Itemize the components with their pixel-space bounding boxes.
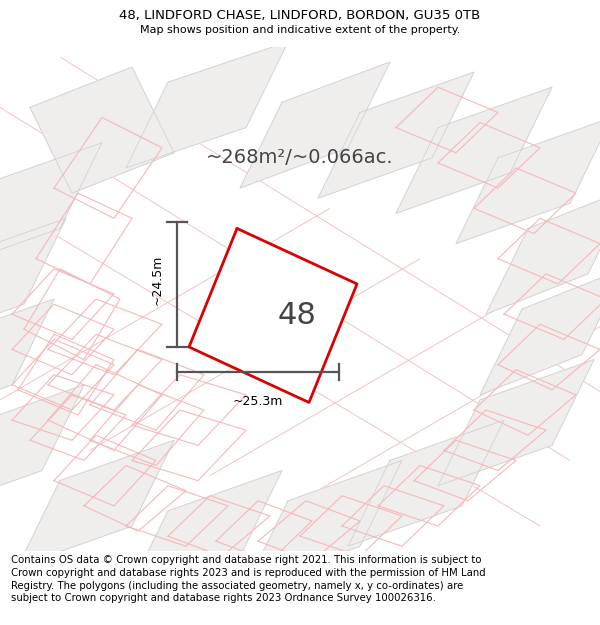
Text: Contains OS data © Crown copyright and database right 2021. This information is : Contains OS data © Crown copyright and d…	[11, 555, 485, 603]
Polygon shape	[126, 42, 288, 168]
Polygon shape	[480, 269, 600, 395]
Polygon shape	[348, 420, 504, 546]
Polygon shape	[396, 88, 552, 213]
Polygon shape	[240, 62, 390, 188]
Text: Map shows position and indicative extent of the property.: Map shows position and indicative extent…	[140, 25, 460, 35]
Polygon shape	[30, 67, 174, 193]
Polygon shape	[0, 142, 102, 269]
Polygon shape	[189, 229, 357, 402]
Polygon shape	[318, 72, 474, 198]
Polygon shape	[486, 188, 600, 314]
Polygon shape	[0, 299, 54, 425]
Polygon shape	[0, 385, 84, 511]
Polygon shape	[126, 471, 282, 597]
Text: ~268m²/~0.066ac.: ~268m²/~0.066ac.	[206, 148, 394, 168]
Polygon shape	[438, 359, 594, 486]
Text: 48: 48	[278, 301, 316, 330]
Polygon shape	[246, 461, 402, 586]
Text: 48, LINDFORD CHASE, LINDFORD, BORDON, GU35 0TB: 48, LINDFORD CHASE, LINDFORD, BORDON, GU…	[119, 9, 481, 22]
Polygon shape	[0, 218, 66, 344]
Text: ~24.5m: ~24.5m	[151, 254, 164, 305]
Polygon shape	[456, 118, 600, 244]
Polygon shape	[18, 440, 174, 566]
Text: ~25.3m: ~25.3m	[233, 395, 283, 408]
